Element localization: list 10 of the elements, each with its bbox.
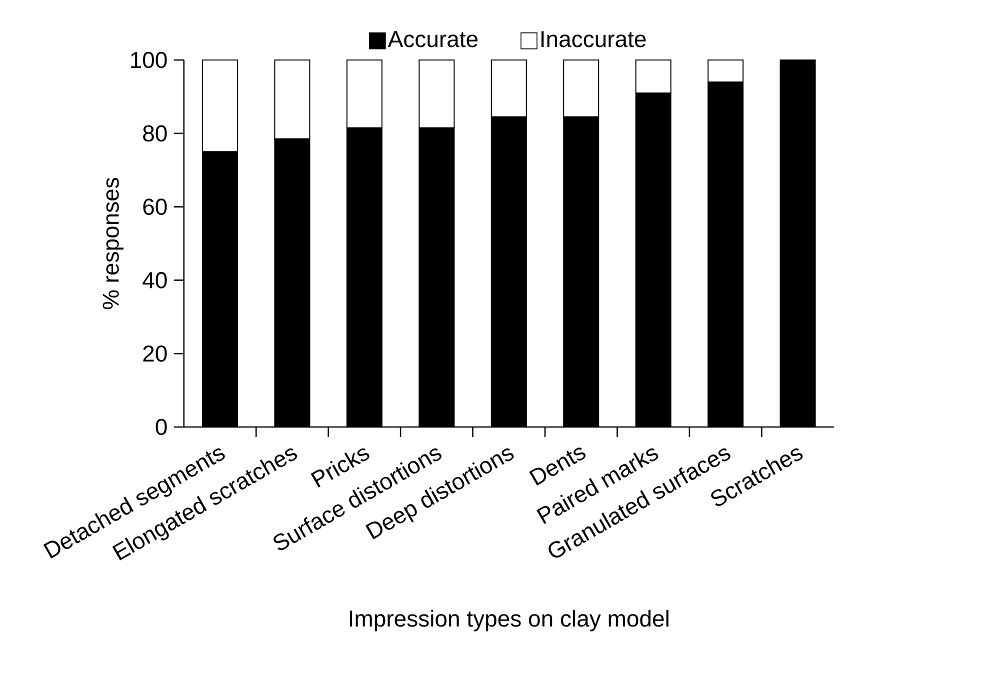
legend-label: Inaccurate [541, 31, 646, 48]
legend-label: Accurate [388, 31, 478, 48]
y-tick-label: 60 [143, 198, 167, 215]
y-tick-label: 80 [143, 125, 167, 142]
y-axis-title: % responses [102, 178, 124, 310]
y-tick-label: 0 [156, 418, 167, 436]
y-tick-label: 20 [143, 345, 167, 362]
y-tick-label: 40 [142, 272, 167, 288]
y-tick-label: 100 [131, 52, 167, 68]
x-axis-title: Impression types on clay model [350, 610, 668, 632]
